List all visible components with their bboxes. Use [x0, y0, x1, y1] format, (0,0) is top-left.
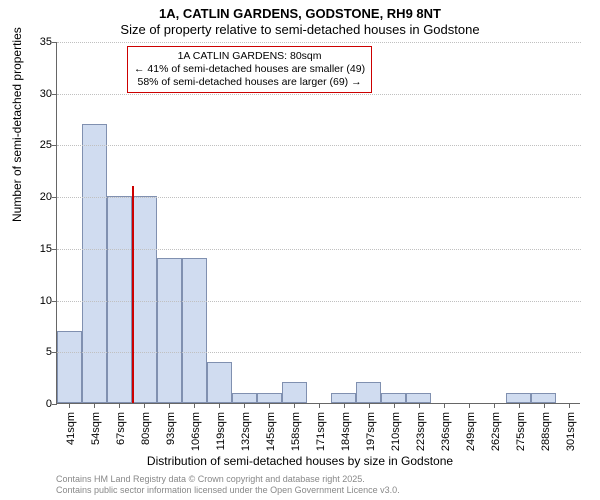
- x-tickmark: [344, 403, 345, 408]
- chart-title-line2: Size of property relative to semi-detach…: [0, 22, 600, 37]
- x-tickmark: [569, 403, 570, 408]
- footer-attribution: Contains HM Land Registry data © Crown c…: [56, 474, 400, 496]
- x-tickmark: [169, 403, 170, 408]
- y-tick-label: 35: [22, 36, 52, 48]
- histogram-bar: [506, 393, 531, 403]
- x-tickmark: [419, 403, 420, 408]
- grid-line: [57, 94, 581, 95]
- grid-line: [57, 197, 581, 198]
- x-tickmark: [144, 403, 145, 408]
- x-tick-label: 262sqm: [490, 412, 502, 457]
- chart-title-line1: 1A, CATLIN GARDENS, GODSTONE, RH9 8NT: [0, 6, 600, 21]
- y-tick-label: 0: [22, 398, 52, 410]
- chart-container: 1A, CATLIN GARDENS, GODSTONE, RH9 8NT Si…: [0, 0, 600, 500]
- x-tick-label: 54sqm: [90, 412, 102, 457]
- x-tick-label: 288sqm: [540, 412, 552, 457]
- histogram-bar: [182, 258, 207, 403]
- y-tickmark: [52, 404, 57, 405]
- grid-line: [57, 145, 581, 146]
- x-tickmark: [469, 403, 470, 408]
- x-tick-label: 197sqm: [365, 412, 377, 457]
- x-tick-label: 184sqm: [340, 412, 352, 457]
- x-tickmark: [294, 403, 295, 408]
- y-tick-label: 5: [22, 346, 52, 358]
- x-tickmark: [544, 403, 545, 408]
- x-tick-label: 249sqm: [465, 412, 477, 457]
- annotation-line1: 1A CATLIN GARDENS: 80sqm: [134, 50, 365, 63]
- y-tickmark: [52, 42, 57, 43]
- property-marker-line: [132, 186, 134, 403]
- x-tick-label: 275sqm: [515, 412, 527, 457]
- histogram-bar: [232, 393, 257, 403]
- grid-line: [57, 42, 581, 43]
- x-tick-label: 93sqm: [165, 412, 177, 457]
- x-tickmark: [319, 403, 320, 408]
- x-tick-label: 223sqm: [415, 412, 427, 457]
- plot-area: 1A CATLIN GARDENS: 80sqm ← 41% of semi-d…: [56, 42, 580, 404]
- x-tickmark: [494, 403, 495, 408]
- x-tick-label: 236sqm: [440, 412, 452, 457]
- histogram-bar: [82, 124, 107, 403]
- x-axis-label: Distribution of semi-detached houses by …: [0, 454, 600, 468]
- x-tickmark: [519, 403, 520, 408]
- y-tickmark: [52, 301, 57, 302]
- x-tickmark: [369, 403, 370, 408]
- x-tickmark: [69, 403, 70, 408]
- annotation-line2: ← 41% of semi-detached houses are smalle…: [134, 63, 365, 76]
- histogram-bar: [381, 393, 406, 403]
- histogram-bar: [207, 362, 232, 403]
- histogram-bar: [531, 393, 556, 403]
- y-tick-label: 30: [22, 88, 52, 100]
- y-tick-label: 15: [22, 243, 52, 255]
- x-tick-label: 67sqm: [115, 412, 127, 457]
- histogram-bar: [57, 331, 82, 403]
- y-tickmark: [52, 197, 57, 198]
- y-tickmark: [52, 352, 57, 353]
- x-tick-label: 210sqm: [390, 412, 402, 457]
- grid-line: [57, 301, 581, 302]
- grid-line: [57, 352, 581, 353]
- x-tick-label: 119sqm: [215, 412, 227, 457]
- x-tick-label: 158sqm: [290, 412, 302, 457]
- y-tickmark: [52, 249, 57, 250]
- grid-line: [57, 249, 581, 250]
- footer-line1: Contains HM Land Registry data © Crown c…: [56, 474, 400, 485]
- y-tickmark: [52, 145, 57, 146]
- footer-line2: Contains public sector information licen…: [56, 485, 400, 496]
- x-tick-label: 41sqm: [65, 412, 77, 457]
- x-tick-label: 80sqm: [140, 412, 152, 457]
- annotation-line3: 58% of semi-detached houses are larger (…: [134, 76, 365, 89]
- x-tick-label: 132sqm: [240, 412, 252, 457]
- x-tickmark: [244, 403, 245, 408]
- x-tick-label: 171sqm: [315, 412, 327, 457]
- histogram-bar: [331, 393, 356, 403]
- x-tickmark: [269, 403, 270, 408]
- x-tickmark: [94, 403, 95, 408]
- histogram-bar: [282, 382, 307, 403]
- x-tick-label: 301sqm: [565, 412, 577, 457]
- histogram-bar: [406, 393, 431, 403]
- histogram-bar: [356, 382, 381, 403]
- annotation-box: 1A CATLIN GARDENS: 80sqm ← 41% of semi-d…: [127, 46, 372, 93]
- x-tick-label: 106sqm: [190, 412, 202, 457]
- histogram-bar: [157, 258, 182, 403]
- x-tick-label: 145sqm: [265, 412, 277, 457]
- x-tickmark: [219, 403, 220, 408]
- x-tickmark: [394, 403, 395, 408]
- histogram-bar: [257, 393, 282, 403]
- x-tickmark: [194, 403, 195, 408]
- y-tick-label: 25: [22, 139, 52, 151]
- y-tick-label: 10: [22, 295, 52, 307]
- x-tickmark: [444, 403, 445, 408]
- y-tickmark: [52, 94, 57, 95]
- x-tickmark: [119, 403, 120, 408]
- y-tick-label: 20: [22, 191, 52, 203]
